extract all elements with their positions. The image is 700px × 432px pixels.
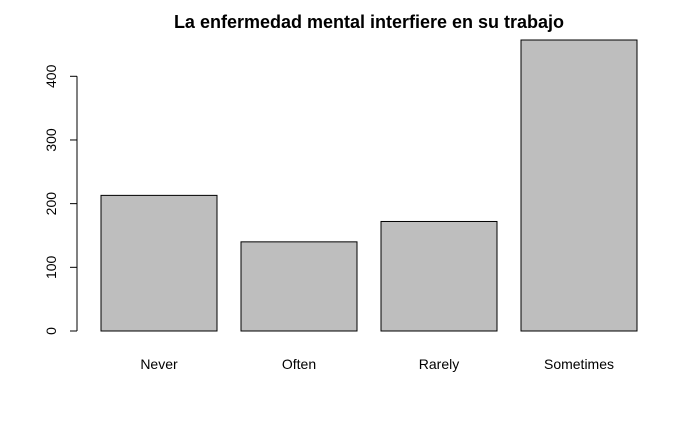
bar-sometimes: [520, 39, 638, 332]
y-tick-label: 200: [43, 192, 59, 216]
x-tick-label: Often: [282, 356, 316, 372]
x-tick-label: Sometimes: [544, 356, 614, 372]
bar-often: [240, 241, 358, 332]
y-tick-label: 400: [43, 64, 59, 88]
bars: [100, 39, 638, 332]
bar-rarely: [380, 220, 498, 332]
chart-title: La enfermedad mental interfiere en su tr…: [174, 12, 564, 32]
x-tick-label: Never: [140, 356, 178, 372]
x-tick-label: Rarely: [419, 356, 459, 372]
x-axis-labels: Never Often Rarely Sometimes: [140, 356, 614, 372]
y-axis: 0 100 200 300 400: [43, 64, 78, 335]
y-tick-label: 0: [43, 327, 59, 335]
y-tick-label: 100: [43, 255, 59, 279]
y-tick-label: 300: [43, 128, 59, 152]
bar-never: [100, 194, 218, 332]
